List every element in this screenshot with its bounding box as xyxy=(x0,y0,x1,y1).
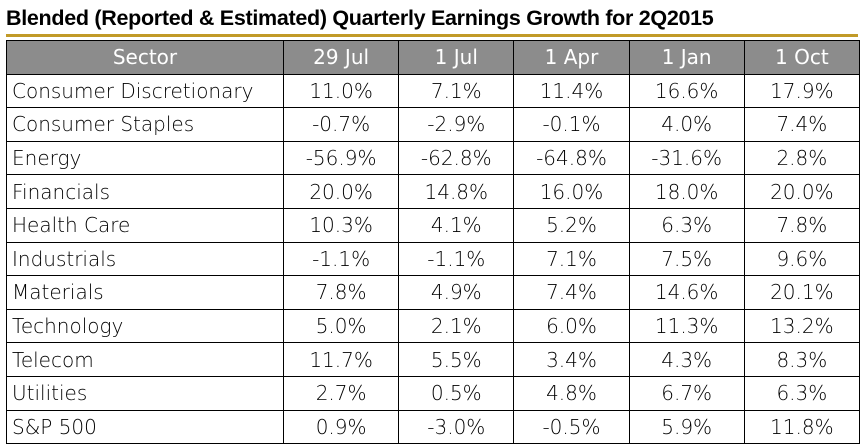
table-row: Consumer Staples -0.7% -2.9% -0.1% 4.0% 7.4% xyxy=(6,107,860,142)
sector-cell: Health Care xyxy=(6,207,284,243)
column-header-29-jul: 29 Jul xyxy=(282,40,400,75)
value-cell: 14.6% xyxy=(628,275,745,310)
value-cell: 4.1% xyxy=(398,207,515,243)
value-cell: 7.5% xyxy=(628,241,745,277)
value-cell: 11.7% xyxy=(282,342,400,377)
value-cell: 4.8% xyxy=(513,375,630,411)
value-cell: 7.1% xyxy=(398,73,515,109)
table-row: Materials 7.8% 4.9% 7.4% 14.6% 20.1% xyxy=(6,275,860,310)
value-cell: 5.9% xyxy=(628,409,745,444)
sector-cell: Consumer Discretionary xyxy=(6,73,284,109)
value-cell: -0.5% xyxy=(513,409,630,444)
value-cell: 8.3% xyxy=(743,342,860,377)
table-row: Utilities 2.7% 0.5% 4.8% 6.7% 6.3% xyxy=(6,375,860,411)
value-cell: -56.9% xyxy=(282,140,400,176)
value-cell: 16.6% xyxy=(628,73,745,109)
value-cell: 4.3% xyxy=(628,342,745,377)
value-cell: 20.0% xyxy=(743,174,860,209)
sector-cell: Industrials xyxy=(6,241,284,277)
earnings-growth-table: Sector 29 Jul 1 Jul 1 Apr 1 Jan 1 Oct Co… xyxy=(6,40,860,444)
value-cell: 18.0% xyxy=(628,174,745,209)
table-row: S&P 500 0.9% -3.0% -0.5% 5.9% 11.8% xyxy=(6,409,860,444)
sector-cell: Technology xyxy=(6,308,284,344)
value-cell: 20.1% xyxy=(743,275,860,310)
column-header-1-apr: 1 Apr xyxy=(513,40,630,75)
column-header-sector: Sector xyxy=(6,40,284,75)
value-cell: 10.3% xyxy=(282,207,400,243)
value-cell: -62.8% xyxy=(398,140,515,176)
value-cell: 13.2% xyxy=(743,308,860,344)
title-underline xyxy=(6,34,858,37)
column-header-1-jan: 1 Jan xyxy=(628,40,745,75)
value-cell: 9.6% xyxy=(743,241,860,277)
value-cell: 4.9% xyxy=(398,275,515,310)
value-cell: 11.0% xyxy=(282,73,400,109)
header-row: Sector 29 Jul 1 Jul 1 Apr 1 Jan 1 Oct xyxy=(6,40,860,75)
table-row: Technology 5.0% 2.1% 6.0% 11.3% 13.2% xyxy=(6,308,860,344)
value-cell: 7.8% xyxy=(743,207,860,243)
value-cell: 5.5% xyxy=(398,342,515,377)
table-body: Consumer Discretionary 11.0% 7.1% 11.4% 16.6… xyxy=(6,73,860,444)
value-cell: 2.8% xyxy=(743,140,860,176)
value-cell: 17.9% xyxy=(743,73,860,109)
value-cell: -1.1% xyxy=(282,241,400,277)
value-cell: 6.3% xyxy=(743,375,860,411)
value-cell: 7.4% xyxy=(743,107,860,142)
value-cell: -2.9% xyxy=(398,107,515,142)
column-header-1-oct: 1 Oct xyxy=(743,40,860,75)
value-cell: -0.1% xyxy=(513,107,630,142)
value-cell: -0.7% xyxy=(282,107,400,142)
value-cell: 7.4% xyxy=(513,275,630,310)
value-cell: 6.7% xyxy=(628,375,745,411)
table-row: Consumer Discretionary 11.0% 7.1% 11.4% 16.6… xyxy=(6,73,860,109)
value-cell: 11.4% xyxy=(513,73,630,109)
sector-cell: S&P 500 xyxy=(6,409,284,444)
value-cell: 11.8% xyxy=(743,409,860,444)
table-row: Health Care 10.3% 4.1% 5.2% 6.3% 7.8% xyxy=(6,207,860,243)
sector-cell: Telecom xyxy=(6,342,284,377)
value-cell: 0.5% xyxy=(398,375,515,411)
value-cell: 5.2% xyxy=(513,207,630,243)
value-cell: -31.6% xyxy=(628,140,745,176)
value-cell: 6.3% xyxy=(628,207,745,243)
sector-cell: Energy xyxy=(6,140,284,176)
value-cell: 7.8% xyxy=(282,275,400,310)
value-cell: 4.0% xyxy=(628,107,745,142)
sector-cell: Financials xyxy=(6,174,284,209)
value-cell: 2.7% xyxy=(282,375,400,411)
value-cell: -64.8% xyxy=(513,140,630,176)
value-cell: 5.0% xyxy=(282,308,400,344)
value-cell: 7.1% xyxy=(513,241,630,277)
value-cell: 11.3% xyxy=(628,308,745,344)
value-cell: -3.0% xyxy=(398,409,515,444)
value-cell: -1.1% xyxy=(398,241,515,277)
value-cell: 0.9% xyxy=(282,409,400,444)
value-cell: 3.4% xyxy=(513,342,630,377)
sector-cell: Consumer Staples xyxy=(6,107,284,142)
value-cell: 14.8% xyxy=(398,174,515,209)
table-row: Telecom 11.7% 5.5% 3.4% 4.3% 8.3% xyxy=(6,342,860,377)
value-cell: 6.0% xyxy=(513,308,630,344)
sector-cell: Materials xyxy=(6,275,284,310)
table-title: Blended (Reported & Estimated) Quarterly… xyxy=(6,6,714,30)
table-row: Financials 20.0% 14.8% 16.0% 18.0% 20.0% xyxy=(6,174,860,209)
value-cell: 2.1% xyxy=(398,308,515,344)
value-cell: 16.0% xyxy=(513,174,630,209)
table-row: Energy -56.9% -62.8% -64.8% -31.6% 2.8% xyxy=(6,140,860,176)
value-cell: 20.0% xyxy=(282,174,400,209)
sector-cell: Utilities xyxy=(6,375,284,411)
table-row: Industrials -1.1% -1.1% 7.1% 7.5% 9.6% xyxy=(6,241,860,277)
column-header-1-jul: 1 Jul xyxy=(398,40,515,75)
